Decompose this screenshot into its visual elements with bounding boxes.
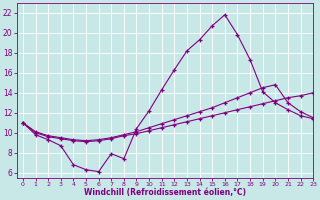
X-axis label: Windchill (Refroidissement éolien,°C): Windchill (Refroidissement éolien,°C) [84,188,246,197]
